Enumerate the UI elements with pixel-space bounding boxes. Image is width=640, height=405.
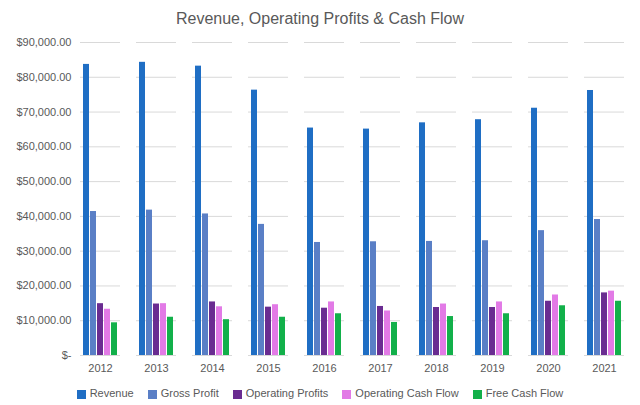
svg-text:$50,000.00: $50,000.00 (16, 175, 71, 187)
html-text:Free Cash Flow: Free Cash Flow (485, 387, 564, 399)
svg-text:2014: 2014 (200, 362, 224, 374)
svg-text:$90,000.00: $90,000.00 (16, 36, 71, 48)
svg-text:$30,000.00: $30,000.00 (16, 245, 71, 257)
svg-text:$80,000.00: $80,000.00 (16, 71, 71, 83)
svg-text:$70,000.00: $70,000.00 (16, 106, 71, 118)
svg-text:2016: 2016 (312, 362, 336, 374)
svg-text:2015: 2015 (256, 362, 280, 374)
svg-text:$60,000.00: $60,000.00 (16, 140, 71, 152)
svg-text:$10,000.00: $10,000.00 (16, 314, 71, 326)
svg-text:2013: 2013 (144, 362, 168, 374)
html-text:Operating Profits: Operating Profits (245, 387, 329, 399)
svg-text:2021: 2021 (592, 362, 616, 374)
svg-text:2018: 2018 (424, 362, 448, 374)
html-text:Gross Profit: Gross Profit (160, 387, 219, 399)
svg-text:2020: 2020 (536, 362, 560, 374)
svg-text:2017: 2017 (368, 362, 392, 374)
svg-text:2019: 2019 (480, 362, 504, 374)
svg-text:$-: $- (62, 349, 72, 361)
svg-text:$40,000.00: $40,000.00 (16, 210, 71, 222)
html-text:Operating Cash Flow: Operating Cash Flow (355, 387, 459, 399)
html-text:Revenue, Operating Profits & C: Revenue, Operating Profits & Cash Flow (175, 10, 465, 27)
svg-text:2012: 2012 (88, 362, 112, 374)
html-text:Revenue: Revenue (89, 387, 134, 399)
svg-text:$20,000.00: $20,000.00 (16, 279, 71, 291)
